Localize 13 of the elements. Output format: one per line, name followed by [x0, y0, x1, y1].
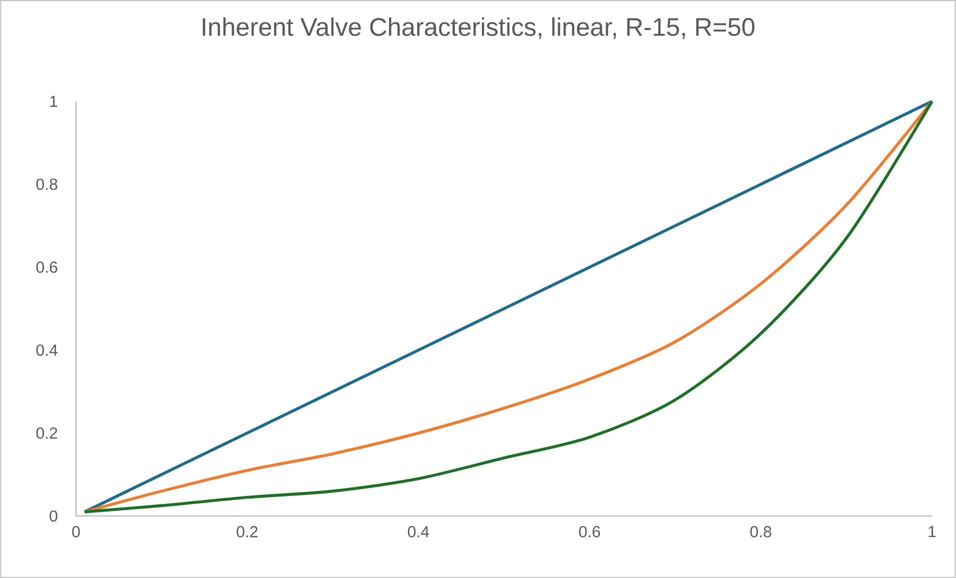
chart-title: Inherent Valve Characteristics, linear, R-15, R=50 [202, 17, 754, 39]
y-tick-label: 1 [50, 96, 58, 107]
y-tick-label: 0.2 [36, 427, 58, 439]
x-tick-label: 0.8 [750, 526, 772, 538]
y-tick-label: 0 [50, 510, 58, 522]
x-tick-label: 1 [928, 526, 936, 538]
x-tick-label: 0 [72, 526, 80, 538]
y-tick-label: 0.6 [36, 262, 58, 273]
x-tick-label: 0.4 [408, 526, 430, 538]
x-tick-label: 0.6 [579, 526, 600, 538]
x-tick-label: 0.2 [236, 526, 258, 538]
y-tick-label: 0.8 [36, 178, 58, 190]
y-tick-label: 0.4 [36, 344, 58, 356]
